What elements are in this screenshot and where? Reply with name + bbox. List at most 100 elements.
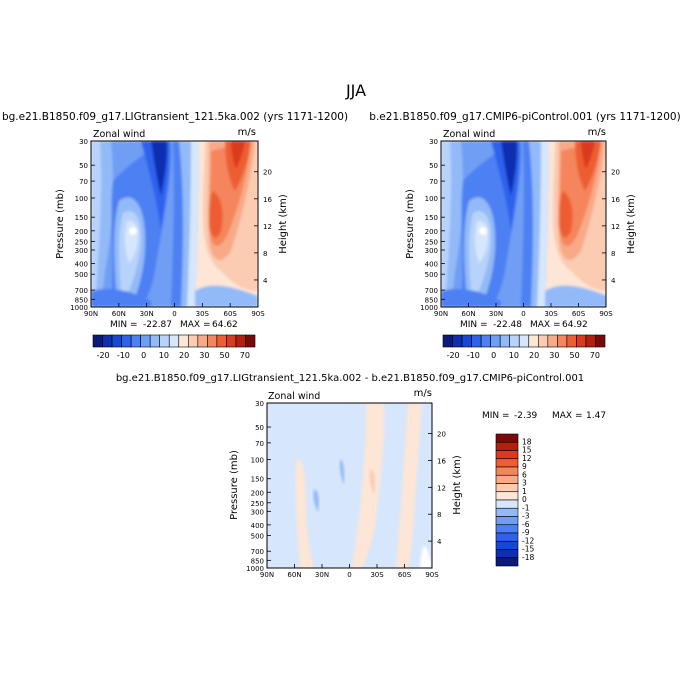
panel-lig-ytick-label: 1000 xyxy=(70,304,88,312)
panel-picontrol-ytick-label: 150 xyxy=(425,214,438,222)
colorbar-swatch xyxy=(495,516,519,526)
panel-lig-ytick-label: 30 xyxy=(79,138,88,146)
panel-picontrol-ytick-label: 30 xyxy=(429,138,438,146)
panel-lig-units: m/s xyxy=(238,127,256,138)
colorbar-label: 10 xyxy=(159,351,169,360)
panel-picontrol-ytick-right-label: 4 xyxy=(611,277,616,285)
colorbar-swatch xyxy=(92,334,103,348)
colorbar-label: -20 xyxy=(447,351,460,360)
colorbar-label: -10 xyxy=(117,351,130,360)
panel-lig-xtick-label: 90S xyxy=(251,310,265,318)
colorbar-label: 0 xyxy=(522,495,527,504)
colorbar-swatch xyxy=(245,334,256,348)
panel-lig-ytick-right-label: 16 xyxy=(263,196,272,204)
panel-lig-ytick-label: 250 xyxy=(75,238,88,246)
colorbar-swatch xyxy=(442,334,453,348)
panel-diff-ylabel: Pressure (mb) xyxy=(229,450,240,520)
panel-picontrol-ytick-label: 100 xyxy=(425,195,438,203)
panel-diff-xtick-label: 30S xyxy=(370,571,384,579)
panel-lig-ytick-label: 700 xyxy=(75,287,88,295)
colorbar-swatch xyxy=(490,334,501,348)
panel-picontrol-xtick-label: 30N xyxy=(489,310,503,318)
colorbar-swatch xyxy=(207,334,218,348)
panel-lig-ytick-right-label: 8 xyxy=(263,250,267,258)
colorbar-label: 12 xyxy=(522,454,532,463)
colorbar-label: 20 xyxy=(529,351,539,360)
panel-lig-max-value: 64.62 xyxy=(212,320,238,330)
panel-lig-ytick-label: 70 xyxy=(79,178,88,186)
panel-lig-ylabel: Pressure (mb) xyxy=(55,189,66,259)
panel-lig-ytick-label: 100 xyxy=(75,195,88,203)
colorbar-label: -15 xyxy=(522,545,534,554)
panel-picontrol-ytick-label: 1000 xyxy=(420,304,438,312)
panel-diff-ytick-label: 150 xyxy=(251,476,264,484)
season-title: JJA xyxy=(345,81,366,100)
colorbar-swatch xyxy=(509,334,520,348)
panel-lig-field-label: Zonal wind xyxy=(93,129,145,140)
panel-lig-contours xyxy=(91,141,258,307)
panel-diff-ytick-label: 400 xyxy=(251,522,264,530)
panel-diff-ytick-label: 70 xyxy=(255,440,264,448)
colorbar-swatch xyxy=(576,334,587,348)
panel-difference: bg.e21.B1850.f09_g17.LIGtransient_121.5k… xyxy=(116,373,606,579)
panel-diff-xtick-label: 60N xyxy=(287,571,301,579)
panel-diff-title: bg.e21.B1850.f09_g17.LIGtransient_121.5k… xyxy=(116,373,584,384)
panel-lig-ytick-label: 850 xyxy=(75,296,88,304)
panel-lig-ytick-label: 400 xyxy=(75,261,88,269)
panel-picontrol-ytick-label: 850 xyxy=(425,296,438,304)
panel-diff-xtick-label: 0 xyxy=(347,571,351,579)
panel-picontrol-max-label: MAX = xyxy=(530,320,561,330)
panel-diff-field-label: Zonal wind xyxy=(268,391,320,402)
panel-diff-ytick-label: 700 xyxy=(251,548,264,556)
colorbar-swatch xyxy=(159,334,170,348)
panel-picontrol-ytick-label: 250 xyxy=(425,238,438,246)
colorbar-swatch xyxy=(149,334,161,348)
panel-diff-units: m/s xyxy=(414,388,432,399)
panel-diff-min-value: -2.39 xyxy=(514,411,538,421)
panel-lig-xtick-label: 30S xyxy=(196,310,210,318)
panel-diff-xtick-label: 60S xyxy=(398,571,412,579)
colorbar-swatch xyxy=(495,466,519,476)
panel-diff-ytick-right-label: 12 xyxy=(437,484,446,492)
panel-diff-xtick-label: 90S xyxy=(425,571,439,579)
panel-lig-ytick-right-label: 12 xyxy=(263,223,272,231)
colorbar-label: 70 xyxy=(240,351,250,360)
colorbar-label: -3 xyxy=(522,512,530,521)
panel-picontrol-min-value: -22.48 xyxy=(493,320,522,330)
panel-picontrol-xtick-label: 60S xyxy=(572,310,586,318)
colorbar-swatch xyxy=(102,334,113,348)
colorbar-swatch xyxy=(495,458,519,468)
panel-picontrol-xtick-label: 90N xyxy=(434,310,448,318)
colorbar-label: -1 xyxy=(522,503,530,512)
colorbar-label: 0 xyxy=(491,351,496,360)
panel-lig-ytick-label: 300 xyxy=(75,247,88,255)
colorbar-swatch xyxy=(495,507,519,517)
colorbar-swatch xyxy=(178,334,189,348)
colorbar-label: 3 xyxy=(522,479,527,488)
panel-picontrol-ytick-right-label: 20 xyxy=(611,169,620,177)
colorbar-label: 30 xyxy=(199,351,209,360)
colorbar-swatch xyxy=(495,499,519,509)
panel-lig-ytick-label: 500 xyxy=(75,271,88,279)
panel-picontrol-ytick-label: 200 xyxy=(425,228,438,236)
colorbar-swatch xyxy=(495,540,519,550)
colorbar-swatch xyxy=(566,334,577,348)
colorbar-swatch xyxy=(495,450,519,460)
colorbar-label: 15 xyxy=(522,446,532,455)
colorbar-label: -10 xyxy=(467,351,480,360)
colorbar-label: -6 xyxy=(522,520,530,529)
colorbar-label: -9 xyxy=(522,528,530,537)
colorbar-swatch xyxy=(537,334,549,348)
panel-lig-xtick-label: 60S xyxy=(223,310,237,318)
panel-lig-xtick-label: 30N xyxy=(140,310,154,318)
colorbar-swatch xyxy=(111,334,122,348)
panel-picontrol-ylabel: Pressure (mb) xyxy=(405,189,416,259)
panel-diff-ytick-right-label: 4 xyxy=(437,538,442,546)
panel-picontrol-ytick-label: 500 xyxy=(425,271,438,279)
colorbar-swatch xyxy=(480,334,491,348)
panel-diff-ytick-label: 100 xyxy=(251,457,264,465)
panel-picontrol-xtick-label: 90S xyxy=(599,310,613,318)
colorbar-label: -18 xyxy=(522,553,534,562)
colorbar-label: 30 xyxy=(549,351,559,360)
